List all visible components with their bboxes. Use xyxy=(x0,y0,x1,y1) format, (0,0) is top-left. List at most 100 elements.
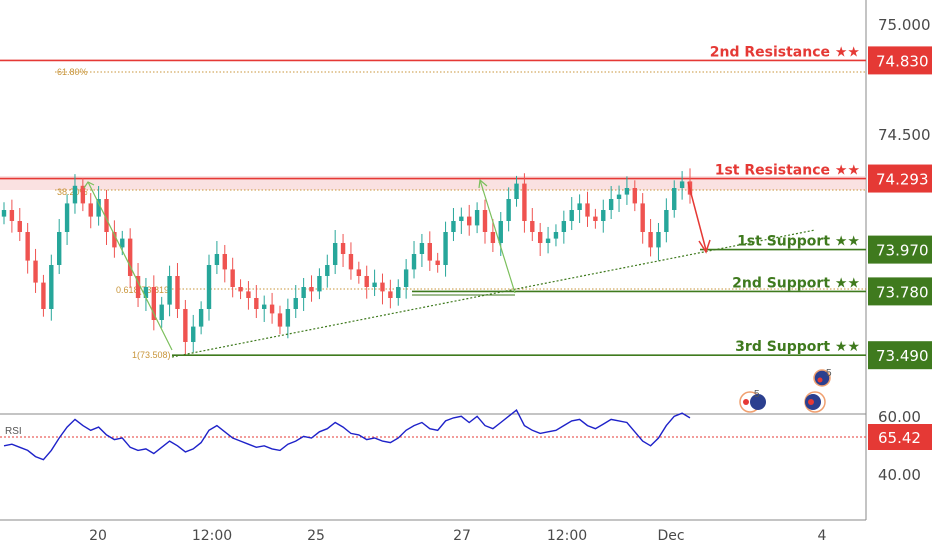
level-label-0: 2nd Resistance ★★ xyxy=(710,44,860,60)
candle-body xyxy=(388,291,393,298)
time-tick-2: 25 xyxy=(307,528,325,544)
candle-body xyxy=(553,232,559,239)
candle-body xyxy=(482,210,488,232)
candles xyxy=(1,168,693,355)
candle-body xyxy=(262,304,267,309)
candle-body xyxy=(230,269,235,287)
candle-body xyxy=(372,282,377,287)
candle-body xyxy=(143,287,149,298)
candle-body xyxy=(238,287,243,292)
event-icon-australia[interactable]: 5 xyxy=(739,389,766,413)
candle-body xyxy=(33,260,38,283)
candle-body xyxy=(88,203,93,217)
candle-body xyxy=(522,183,527,221)
fib-label-61: 61.80% xyxy=(57,67,88,77)
candle-body xyxy=(293,298,298,309)
candle-body xyxy=(435,260,440,265)
candle-body xyxy=(301,287,306,298)
level-label-1: 1st Resistance ★★ xyxy=(715,163,860,179)
candle-body xyxy=(443,232,448,265)
pattern-swing-2 xyxy=(479,179,516,294)
price-tick-75000: 75.000 xyxy=(878,16,931,34)
candle-body xyxy=(135,276,141,298)
candle-body xyxy=(183,309,188,342)
candle-body xyxy=(380,282,385,292)
candle-body xyxy=(624,188,630,195)
level-badge-1 xyxy=(868,164,932,193)
candle-body xyxy=(9,210,15,221)
svg-text:5: 5 xyxy=(754,389,760,400)
candle-body xyxy=(664,210,669,232)
level-badge-0 xyxy=(868,46,932,75)
candle-body xyxy=(679,181,685,188)
level-badge-text-4: 73.490 xyxy=(876,347,929,365)
candle-body xyxy=(104,199,109,232)
candle-body xyxy=(577,203,582,210)
candle-body xyxy=(277,313,283,327)
candle-body xyxy=(269,304,275,314)
candle-body xyxy=(514,183,519,199)
level-label-2: 1st Support ★★ xyxy=(737,234,860,250)
rsi-tick-60: 60.00 xyxy=(878,408,921,426)
resistance-zone xyxy=(0,176,866,190)
event-icon-australia-3[interactable] xyxy=(804,391,826,413)
candle-body xyxy=(616,194,622,199)
candle-body xyxy=(608,199,614,210)
candle-body xyxy=(80,185,86,204)
candle-body xyxy=(585,203,590,217)
candle-body xyxy=(96,199,101,217)
candle-body xyxy=(467,216,472,226)
candle-body xyxy=(167,276,172,305)
fib-label-1: 1(73.508) xyxy=(132,350,171,360)
candle-body xyxy=(120,238,125,248)
candle-body xyxy=(474,210,480,226)
candle-body xyxy=(451,221,456,232)
svg-text:5: 5 xyxy=(826,368,832,379)
candle-body xyxy=(127,238,133,276)
candle-body xyxy=(593,216,598,221)
candle-body xyxy=(490,232,496,243)
candle-body xyxy=(640,203,645,232)
candle-body xyxy=(561,221,567,232)
candle-body xyxy=(325,265,330,276)
level-badge-3 xyxy=(868,277,932,306)
time-tick-4: 12:00 xyxy=(547,528,587,544)
candle-body xyxy=(403,269,409,287)
candle-body xyxy=(419,243,425,254)
candle-body xyxy=(64,203,70,232)
level-lines xyxy=(0,59,866,357)
candle-body xyxy=(340,243,346,254)
candle-body xyxy=(159,304,164,320)
level-labels: 2nd Resistance ★★ 74.830 1st Resistance ★★… xyxy=(710,44,932,370)
candle-body xyxy=(25,232,30,261)
level-badge-4 xyxy=(868,341,932,370)
candle-body xyxy=(632,188,638,204)
time-axis: 20 12:00 25 27 12:00 Dec 4 xyxy=(89,528,826,544)
ascending-trendline xyxy=(171,229,816,358)
candle-body xyxy=(601,210,606,221)
candle-body xyxy=(459,216,464,221)
rsi-tick-40: 40.00 xyxy=(878,466,921,484)
time-tick-6: 4 xyxy=(818,528,827,544)
level-label-3: 2nd Support ★★ xyxy=(732,275,860,291)
candle-body xyxy=(364,276,369,287)
candle-body xyxy=(198,309,204,327)
candle-body xyxy=(246,291,251,298)
projection-arrowhead xyxy=(698,239,711,254)
level-badge-text-3: 73.780 xyxy=(876,283,929,301)
candle-body xyxy=(427,243,432,261)
event-icon-australia-2[interactable]: 5 xyxy=(813,368,832,387)
candle-body xyxy=(411,254,417,270)
time-tick-5: Dec xyxy=(657,528,684,544)
rsi-badge: 65.42 xyxy=(868,424,932,450)
candle-body xyxy=(112,232,117,248)
candle-body xyxy=(356,269,362,276)
candle-body xyxy=(656,232,661,248)
level-badge-2 xyxy=(868,235,932,264)
candle-body xyxy=(175,276,180,309)
candle-body xyxy=(317,276,322,292)
pattern-arrowhead-1 xyxy=(83,181,95,189)
candle-body xyxy=(254,298,259,309)
candle-body xyxy=(214,254,220,265)
